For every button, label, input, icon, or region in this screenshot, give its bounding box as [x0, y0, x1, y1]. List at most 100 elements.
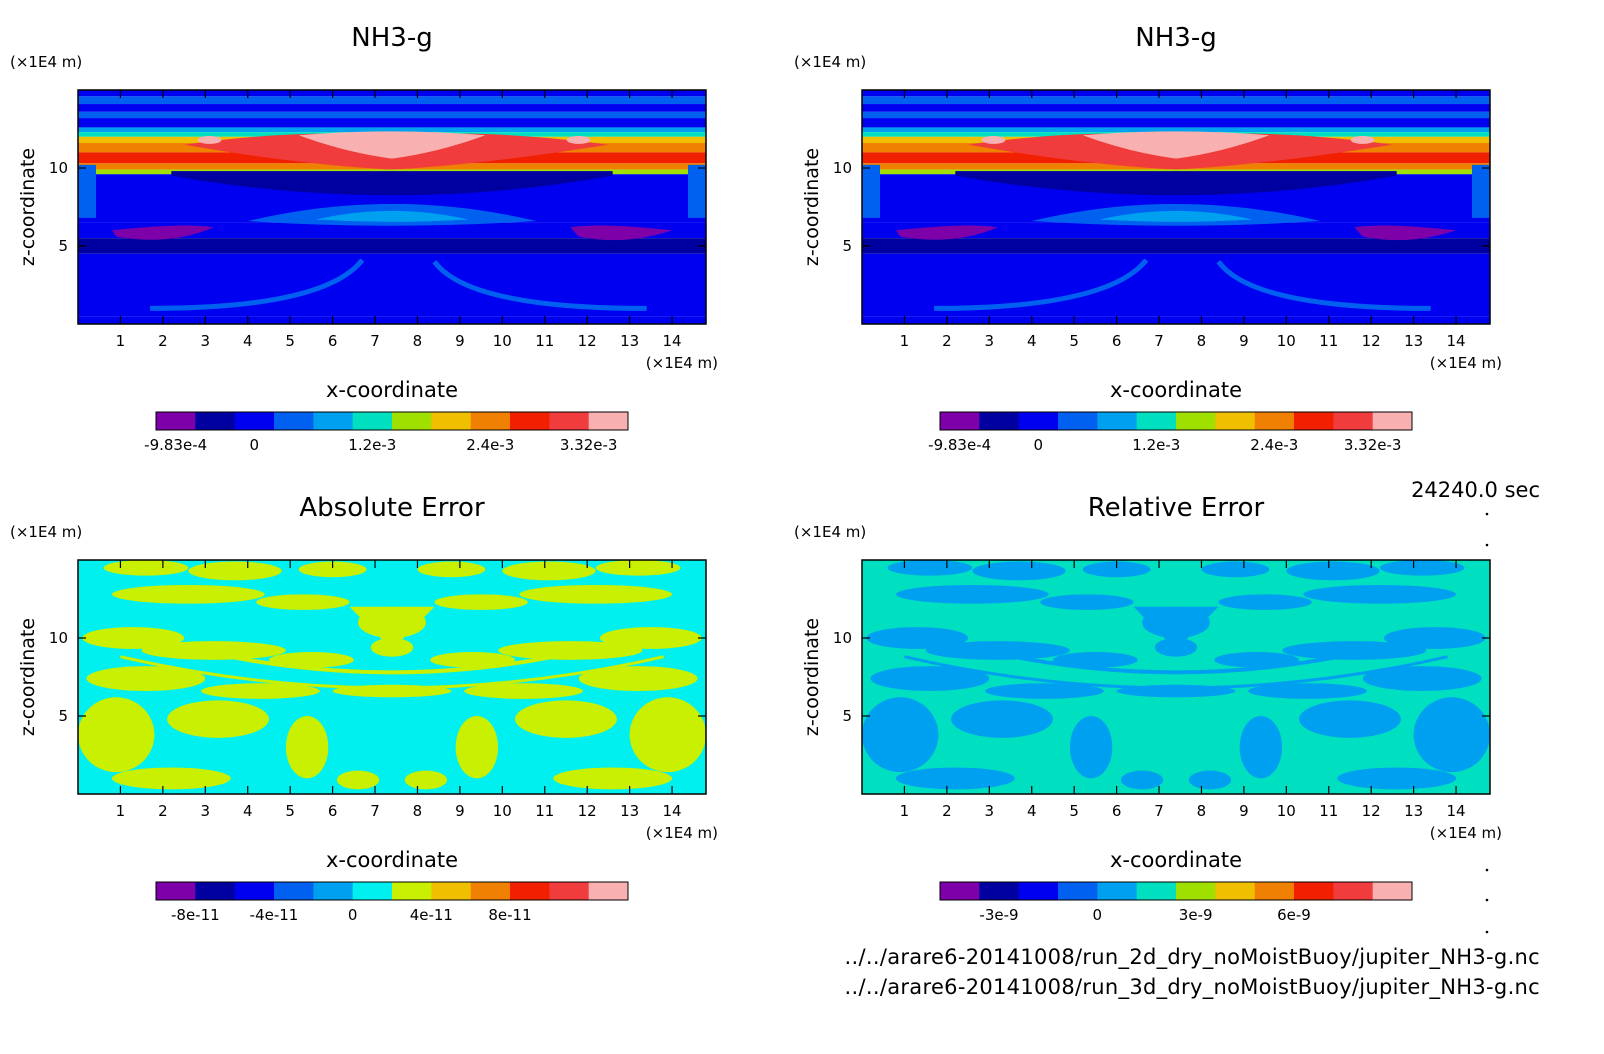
field-contour	[895, 584, 1049, 604]
x-tick-label: 6	[328, 332, 338, 350]
colorbar-label: -9.83e-4	[144, 436, 207, 454]
y-axis-label: z-coordinate	[801, 148, 823, 266]
colorbar-swatch	[352, 412, 393, 430]
colorbar-swatch	[1176, 882, 1216, 900]
colorbar-swatch	[156, 882, 196, 900]
time-label: 24240.0 sec	[1411, 478, 1540, 502]
colorbar-swatch	[588, 882, 629, 900]
x-tick-label: 2	[942, 802, 952, 820]
colorbar-frame	[939, 411, 1413, 431]
colorbar-label: 2.4e-3	[466, 436, 514, 454]
plot-frame	[77, 89, 707, 325]
field-contour	[1286, 561, 1380, 581]
field-band	[862, 238, 1490, 254]
field-contour	[1120, 770, 1164, 790]
x-tick-label: 3	[985, 332, 995, 350]
field-contour	[1350, 135, 1375, 144]
colorbar-label: 3.32e-3	[560, 436, 618, 454]
y-axis-label: z-coordinate	[17, 148, 39, 266]
field-contour	[167, 700, 269, 738]
field-band	[862, 316, 1490, 324]
x-tick-label: 2	[158, 802, 168, 820]
x-tick-label: 7	[1154, 802, 1164, 820]
field-contour	[285, 716, 329, 779]
x-tick-label: 5	[285, 332, 295, 350]
x-tick-label: 13	[620, 332, 639, 350]
colorbar-label: 0	[1093, 906, 1103, 924]
y-unit-label: (×1E4 m)	[794, 523, 866, 541]
x-tick-label: 1	[116, 332, 126, 350]
x-tick-label: 14	[663, 802, 682, 820]
field-contour	[1248, 683, 1367, 699]
x-tick-label: 13	[620, 802, 639, 820]
field-band	[862, 104, 1490, 112]
x-tick-label: 9	[455, 332, 465, 350]
colorbar-label: 4e-11	[410, 906, 453, 924]
colorbar-swatch	[1136, 882, 1177, 900]
x-tick-label: 5	[1069, 802, 1079, 820]
colorbar-label: 0	[348, 906, 358, 924]
y-tick-label: 10	[49, 629, 68, 647]
x-tick-label: 8	[1197, 332, 1207, 350]
colorbar-label: -3e-9	[979, 906, 1018, 924]
colorbar-swatch	[1097, 412, 1138, 430]
field-band	[78, 222, 706, 239]
colorbar-swatch	[1372, 882, 1413, 900]
x-tick-label: 13	[1404, 802, 1423, 820]
field-contour	[1354, 225, 1457, 241]
colorbar-label: 3.32e-3	[1344, 436, 1402, 454]
field-contour	[688, 164, 706, 218]
x-tick-label: 8	[413, 332, 423, 350]
x-axis-label: x-coordinate	[326, 378, 458, 402]
colorbar-swatch	[234, 412, 275, 430]
x-tick-label: 12	[578, 802, 597, 820]
x-tick-label: 10	[493, 332, 512, 350]
field-contour	[519, 584, 673, 604]
field-contour	[464, 683, 583, 699]
field-contour	[578, 666, 698, 692]
x-tick-label: 10	[493, 802, 512, 820]
field-contour	[1216, 260, 1431, 311]
field-band	[78, 96, 706, 105]
margin-dot	[1485, 898, 1489, 902]
x-unit-label: (×1E4 m)	[1430, 354, 1502, 372]
field-contour	[1188, 770, 1232, 790]
y-tick-label: 5	[842, 707, 852, 725]
field-contour	[981, 135, 1006, 144]
colorbar-frame	[155, 411, 629, 431]
field-contour	[349, 606, 435, 642]
colorbar-frame	[939, 881, 1413, 901]
field-contour	[197, 135, 222, 144]
colorbar-swatch	[940, 412, 980, 430]
x-tick-label: 9	[455, 802, 465, 820]
colorbar-swatch	[510, 412, 550, 430]
field-contour	[1282, 641, 1427, 660]
chart-title: Absolute Error	[299, 493, 485, 523]
field-contour	[1052, 652, 1138, 668]
colorbar-label: 3e-9	[1179, 906, 1213, 924]
colorbar-swatch	[549, 412, 590, 430]
x-tick-label: 11	[1319, 332, 1338, 350]
colorbar-swatch	[1215, 412, 1256, 430]
field-contour	[1413, 697, 1490, 773]
field-contour	[934, 258, 1149, 311]
x-tick-label: 1	[116, 802, 126, 820]
colorbar-label: -8e-11	[171, 906, 220, 924]
y-unit-label: (×1E4 m)	[10, 523, 82, 541]
field-band	[78, 316, 706, 324]
plot-field	[862, 560, 1490, 794]
field-contour	[315, 210, 469, 222]
field-contour	[268, 652, 354, 668]
field-band	[78, 111, 706, 119]
x-tick-label: 12	[1362, 802, 1381, 820]
x-tick-label: 4	[243, 332, 253, 350]
field-contour	[955, 171, 1397, 196]
x-axis-label: x-coordinate	[1110, 848, 1242, 872]
field-contour	[1154, 638, 1198, 657]
plot-frame	[861, 89, 1491, 325]
field-contour	[430, 652, 516, 668]
colorbar-swatch	[1294, 882, 1334, 900]
field-contour	[432, 260, 647, 311]
y-unit-label: (×1E4 m)	[10, 53, 82, 71]
